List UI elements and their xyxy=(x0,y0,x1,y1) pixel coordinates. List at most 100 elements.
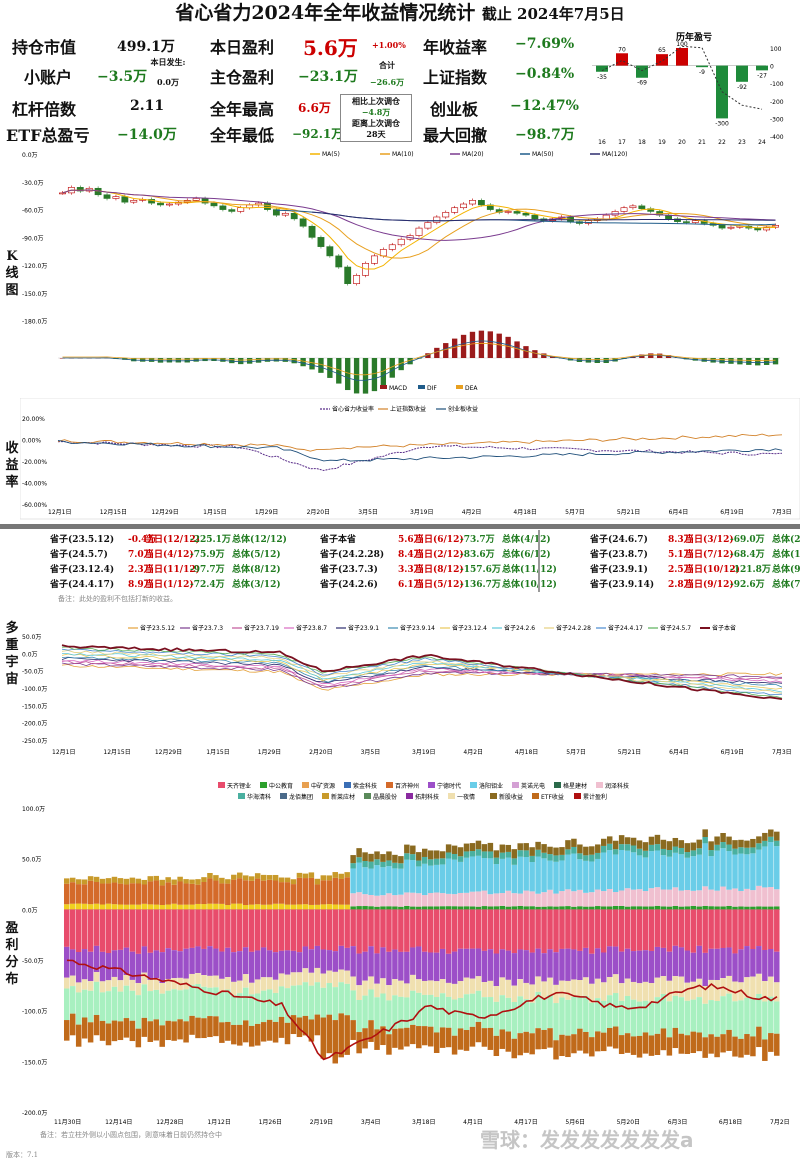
divider xyxy=(0,524,800,529)
dist-pos-bar xyxy=(356,862,362,893)
dist-pos-bar xyxy=(356,857,362,863)
dist-pos-bar xyxy=(117,878,124,884)
dist-neg-bar xyxy=(445,1027,452,1048)
k-y-tick: -180.0万 xyxy=(22,319,47,326)
dist-pos-bar xyxy=(654,834,661,845)
dist-pos-bar xyxy=(732,888,738,907)
dist-neg-bar xyxy=(666,951,673,981)
k-candle xyxy=(192,198,200,201)
macd-dif-line xyxy=(62,340,776,381)
multi-y-tick: -200.0万 xyxy=(22,721,47,728)
dist-pos-bar xyxy=(487,842,494,852)
multi-legend-label: 省子23.9.1 xyxy=(348,624,379,632)
dist-neg-bar xyxy=(493,1001,500,1036)
ret-series-line xyxy=(57,439,783,462)
dist-pos-bar xyxy=(356,892,362,907)
dist-pos-bar xyxy=(433,906,440,910)
dist-neg-bar xyxy=(726,975,732,994)
multiverse-chart: 50.0万0.0万-50.0万-100.0万-150.0万-200.0万-250… xyxy=(22,624,792,756)
dist-legend-swatch xyxy=(512,782,519,788)
k-y-tick: 0.0万 xyxy=(22,152,38,159)
table-account-name: 省子(23.9.1) xyxy=(590,565,648,575)
dist-pos-bar xyxy=(392,868,398,896)
dist-neg-bar xyxy=(159,1025,165,1047)
dist-neg-bar xyxy=(708,979,714,1001)
dist-neg-bar xyxy=(105,953,112,981)
dist-pos-bar xyxy=(517,893,523,906)
dist-neg-bar xyxy=(177,951,183,978)
dist-neg-bar xyxy=(565,980,571,1000)
dist-pos-bar xyxy=(213,903,219,910)
cyb-value: −12.47% xyxy=(510,98,579,114)
dist-neg-bar xyxy=(481,997,488,1029)
dist-neg-bar xyxy=(153,909,159,951)
dist-legend-label: 洛阳钼业 xyxy=(479,782,503,790)
dist-neg-bar xyxy=(314,1014,321,1036)
dist-neg-bar xyxy=(624,909,631,949)
dist-neg-bar xyxy=(93,972,100,982)
dist-pos-bar xyxy=(666,906,673,910)
dist-neg-bar xyxy=(666,980,673,1002)
k-candle xyxy=(611,211,619,216)
dist-neg-bar xyxy=(559,1034,565,1057)
dist-neg-bar xyxy=(708,909,714,949)
dist-neg-bar xyxy=(451,983,458,1000)
dist-pos-bar xyxy=(475,849,482,856)
multi-x-tick: 4月2日 xyxy=(463,749,483,756)
dist-neg-bar xyxy=(380,993,386,1027)
dist-neg-bar xyxy=(320,909,327,950)
dist-neg-bar xyxy=(654,997,661,1034)
annual-y-tick: 100 xyxy=(770,46,782,53)
ret-x-tick: 4月2日 xyxy=(462,509,482,516)
dist-pos-bar xyxy=(750,906,756,910)
dist-pos-bar xyxy=(404,859,410,893)
dist-legend-swatch xyxy=(490,793,497,799)
dist-legend-label: 宁德时代 xyxy=(437,782,461,790)
multi-x-tick: 1月15日 xyxy=(206,749,229,756)
dist-neg-bar xyxy=(380,947,386,979)
dist-pos-bar xyxy=(595,906,601,910)
dist-neg-bar xyxy=(278,986,285,1017)
dist-pos-bar xyxy=(392,854,398,863)
dist-pos-bar xyxy=(141,903,148,910)
dist-pos-bar xyxy=(774,846,780,890)
dist-neg-bar xyxy=(129,979,136,991)
dist-pos-bar xyxy=(416,906,422,910)
dist-neg-bar xyxy=(690,999,696,1032)
dist-pos-bar xyxy=(243,880,249,906)
annual-bar xyxy=(736,65,748,82)
dist-neg-bar xyxy=(278,909,285,951)
dist-neg-bar xyxy=(630,981,637,1000)
dist-neg-bar xyxy=(404,997,410,1028)
dist-pos-bar xyxy=(374,851,380,860)
annual-x-tick: 21 xyxy=(698,139,706,146)
dist-pos-bar xyxy=(774,840,780,847)
table-total-pnl: -157.6万 xyxy=(460,565,501,575)
dist-neg-bar xyxy=(708,1034,714,1054)
ret-legend-label: 创业板收益 xyxy=(448,405,478,413)
dist-pos-bar xyxy=(726,905,732,910)
dist-pos-bar xyxy=(708,850,714,857)
dist-pos-bar xyxy=(666,856,673,890)
dist-pos-bar xyxy=(559,854,565,861)
dist-neg-bar xyxy=(750,949,756,977)
dist-neg-bar xyxy=(696,997,702,1033)
dist-pos-bar xyxy=(583,846,589,856)
dist-neg-bar xyxy=(111,976,118,987)
dist-neg-bar xyxy=(571,1034,577,1054)
dist-neg-bar xyxy=(93,981,100,1015)
dist-pos-bar xyxy=(350,863,356,869)
dist-neg-bar xyxy=(326,1014,333,1054)
dist-neg-bar xyxy=(410,909,416,948)
macd-bar xyxy=(443,343,449,358)
k-legend-label: MA(10) xyxy=(392,151,414,158)
macd-bar xyxy=(211,358,217,361)
dist-pos-bar xyxy=(720,906,726,910)
dist-pos-bar xyxy=(571,846,577,854)
table-account-name: 省子(23.8.7) xyxy=(590,550,648,560)
dist-pos-bar xyxy=(636,906,643,910)
dist-neg-bar xyxy=(332,987,338,1021)
dist-neg-bar xyxy=(720,947,726,979)
macd-bar xyxy=(131,358,137,362)
dist-pos-bar xyxy=(416,852,422,861)
